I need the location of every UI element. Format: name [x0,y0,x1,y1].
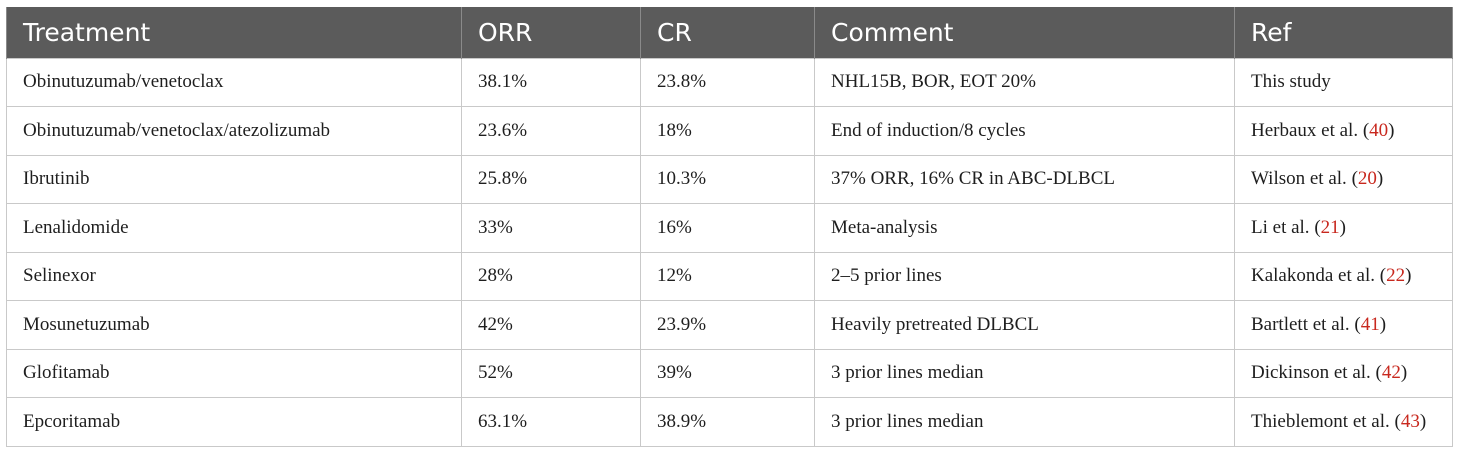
ref-text: Kalakonda et al. [1251,265,1375,287]
cell-comment: NHL15B, BOR, EOT 20% [814,57,1235,107]
cell-comment: 3 prior lines median [814,348,1235,398]
table-row: Selinexor 28% 12% 2–5 prior lines Kalako… [6,251,1453,301]
cell-orr: 52% [461,348,641,398]
cell-ref: Dickinson et al. (42) [1234,348,1453,398]
table-body: Obinutuzumab/venetoclax 38.1% 23.8% NHL1… [6,57,1453,447]
header-orr: ORR [461,7,641,58]
cell-cr: 18% [640,106,815,156]
header-cr: CR [640,7,815,58]
cell-orr: 25.8% [461,154,641,204]
cell-treatment: Ibrutinib [6,154,462,204]
header-comment: Comment [814,7,1235,58]
cell-ref: Kalakonda et al. (22) [1234,251,1453,301]
ref-link[interactable]: 20 [1357,168,1377,190]
ref-text: Wilson et al. [1251,168,1347,190]
ref-text: Thieblemont et al. [1251,410,1390,432]
table-row: Mosunetuzumab 42% 23.9% Heavily pretreat… [6,300,1453,350]
cell-cr: 38.9% [640,397,815,447]
cell-ref: Wilson et al. (20) [1234,154,1453,204]
cell-comment: End of induction/8 cycles [814,106,1235,156]
cell-treatment: Lenalidomide [6,203,462,253]
header-ref: Ref [1234,7,1453,58]
cell-cr: 23.8% [640,57,815,107]
ref-link[interactable]: 42 [1381,362,1401,384]
cell-comment: 2–5 prior lines [814,251,1235,301]
cell-treatment: Glofitamab [6,348,462,398]
cell-cr: 23.9% [640,300,815,350]
cell-comment: Meta-analysis [814,203,1235,253]
ref-link[interactable]: 21 [1320,216,1340,238]
cell-cr: 39% [640,348,815,398]
table-row: Obinutuzumab/venetoclax 38.1% 23.8% NHL1… [6,57,1453,107]
cell-orr: 63.1% [461,397,641,447]
cell-ref: Bartlett et al. (41) [1234,300,1453,350]
cell-ref: This study [1234,57,1453,107]
header-treatment: Treatment [6,7,462,58]
table-row: Obinutuzumab/venetoclax/atezolizumab 23.… [6,106,1453,156]
table-row: Lenalidomide 33% 16% Meta-analysis Li et… [6,203,1453,253]
cell-orr: 38.1% [461,57,641,107]
ref-text: This study [1251,71,1331,93]
cell-orr: 42% [461,300,641,350]
results-table-container: Treatment ORR CR Comment Ref Obinutuzuma… [6,7,1453,447]
ref-link[interactable]: 40 [1369,119,1389,141]
treatment-results-table: Treatment ORR CR Comment Ref Obinutuzuma… [6,7,1453,447]
cell-cr: 10.3% [640,154,815,204]
table-header: Treatment ORR CR Comment Ref [6,7,1453,58]
ref-text: Dickinson et al. [1251,362,1371,384]
cell-cr: 12% [640,251,815,301]
cell-comment: 37% ORR, 16% CR in ABC-DLBCL [814,154,1235,204]
cell-orr: 33% [461,203,641,253]
ref-text: Herbaux et al. [1251,119,1359,141]
cell-ref: Herbaux et al. (40) [1234,106,1453,156]
cell-ref: Thieblemont et al. (43) [1234,397,1453,447]
table-row: Glofitamab 52% 39% 3 prior lines median … [6,348,1453,398]
ref-link[interactable]: 22 [1386,265,1406,287]
cell-cr: 16% [640,203,815,253]
cell-treatment: Epcoritamab [6,397,462,447]
cell-comment: Heavily pretreated DLBCL [814,300,1235,350]
ref-text: Bartlett et al. [1251,313,1350,335]
table-row: Ibrutinib 25.8% 10.3% 37% ORR, 16% CR in… [6,154,1453,204]
ref-text: Li et al. [1251,216,1310,238]
cell-treatment: Obinutuzumab/venetoclax/atezolizumab [6,106,462,156]
cell-treatment: Obinutuzumab/venetoclax [6,57,462,107]
header-row: Treatment ORR CR Comment Ref [6,7,1453,58]
ref-link[interactable]: 41 [1360,313,1380,335]
table-row: Epcoritamab 63.1% 38.9% 3 prior lines me… [6,397,1453,447]
cell-orr: 28% [461,251,641,301]
cell-ref: Li et al. (21) [1234,203,1453,253]
cell-orr: 23.6% [461,106,641,156]
cell-treatment: Selinexor [6,251,462,301]
cell-treatment: Mosunetuzumab [6,300,462,350]
cell-comment: 3 prior lines median [814,397,1235,447]
ref-link[interactable]: 43 [1400,410,1420,432]
